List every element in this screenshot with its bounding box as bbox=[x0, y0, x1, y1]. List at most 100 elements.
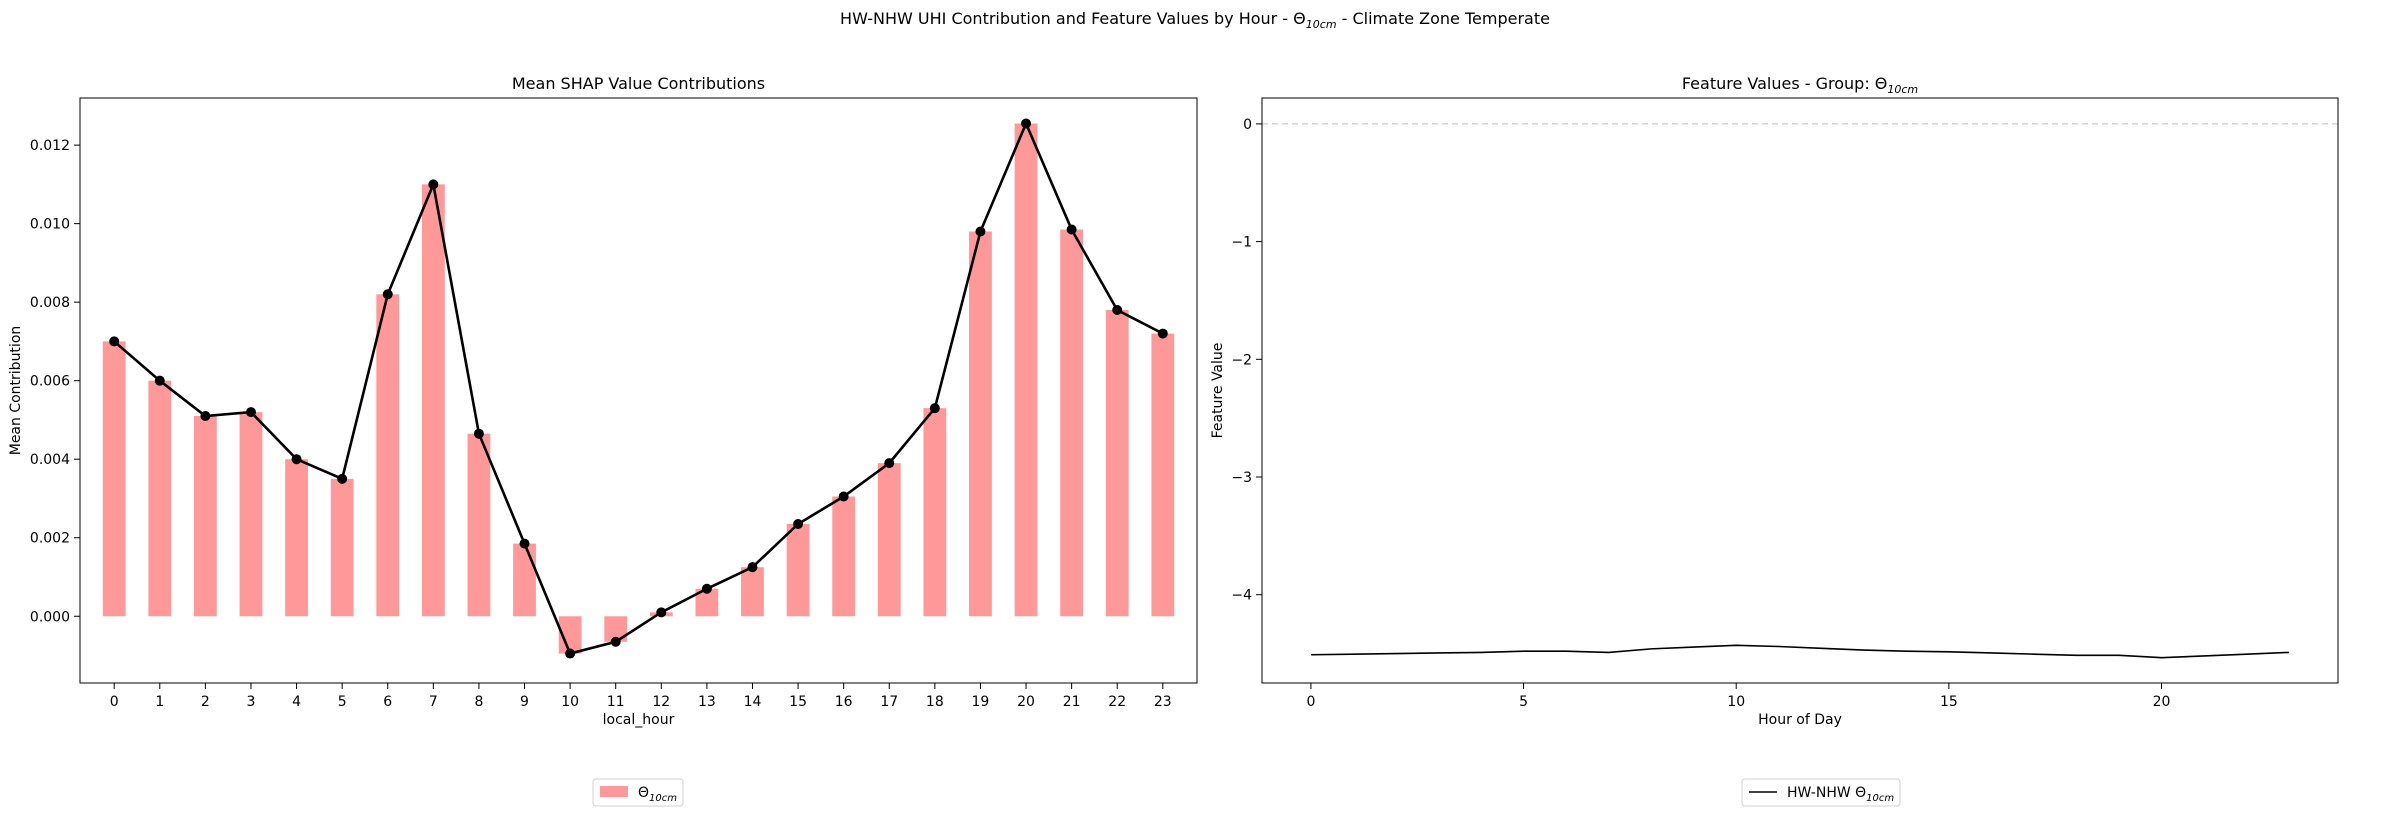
x-tick-label: 11 bbox=[607, 694, 625, 710]
feature-value-line bbox=[1310, 644, 2290, 659]
x-tick-label: 15 bbox=[789, 694, 807, 710]
x-axis-label: Hour of Day bbox=[1758, 712, 1842, 728]
y-tick-label: 0.006 bbox=[30, 374, 70, 390]
y-tick-label: 0.012 bbox=[30, 138, 70, 154]
bar-hour-19 bbox=[969, 231, 992, 617]
y-axis-label: Feature Value bbox=[1210, 343, 1226, 439]
x-tick-label: 4 bbox=[292, 694, 301, 710]
legend-box bbox=[592, 778, 684, 807]
x-tick-label: 14 bbox=[744, 694, 762, 710]
bar-hour-22 bbox=[1105, 310, 1129, 617]
x-tick-label: 3 bbox=[247, 694, 256, 710]
line-point-hour-1 bbox=[154, 375, 165, 386]
line-point-hour-16 bbox=[838, 491, 849, 502]
feature-values-chart: 0 5 10 15 20 0 −1 −2 −3 −4 Feature Values - Group:… bbox=[1210, 74, 2339, 807]
line-point-hour-23 bbox=[1157, 328, 1168, 339]
shap-contribution-chart: 0 1 2 3 4 5 6 7 8 9 10 11 12 13 14 15 16 17 18 19 20 21 22 230.… bbox=[8, 74, 1198, 807]
line-point-hour-12 bbox=[656, 607, 667, 618]
x-tick-label: 22 bbox=[1108, 694, 1126, 710]
line-point-hour-9 bbox=[519, 538, 530, 549]
line-point-hour-0 bbox=[109, 336, 120, 347]
bar-hour-2 bbox=[193, 416, 217, 617]
y-tick-label: −2 bbox=[1231, 352, 1252, 368]
line-point-hour-15 bbox=[793, 518, 804, 529]
y-tick-label: 0.004 bbox=[30, 452, 70, 468]
legend-box bbox=[1741, 778, 1901, 807]
y-tick-label: 0.000 bbox=[30, 609, 70, 625]
bar-hour-13 bbox=[695, 588, 719, 617]
x-tick-label: 17 bbox=[880, 694, 898, 710]
line-point-hour-2 bbox=[200, 411, 211, 422]
bar-hour-18 bbox=[923, 408, 947, 617]
legend-label: Θ10cm bbox=[638, 785, 677, 804]
plot-frame bbox=[79, 97, 1198, 684]
x-tick-label: 19 bbox=[972, 694, 990, 710]
line-point-hour-21 bbox=[1066, 224, 1077, 235]
x-tick-label: 12 bbox=[652, 694, 670, 710]
bar-hour-14 bbox=[741, 567, 764, 617]
line-point-hour-4 bbox=[291, 454, 302, 465]
line-point-hour-11 bbox=[610, 636, 621, 647]
bar-hour-6 bbox=[376, 294, 400, 617]
line-point-hour-3 bbox=[245, 407, 256, 418]
bar-hour-3 bbox=[239, 412, 263, 617]
bar-hour-10 bbox=[558, 616, 582, 654]
y-tick-label: 0.002 bbox=[30, 531, 70, 547]
bar-hour-17 bbox=[877, 463, 901, 617]
figure-suptitle: HW-NHW UHI Contribution and Feature Valu… bbox=[840, 9, 1550, 31]
x-tick-label: 6 bbox=[383, 694, 392, 710]
x-tick-label: 18 bbox=[926, 694, 944, 710]
plot-frame bbox=[1261, 97, 2339, 684]
y-tick-label: −4 bbox=[1231, 588, 1252, 604]
line-point-hour-19 bbox=[975, 226, 986, 237]
x-tick-label: 16 bbox=[835, 694, 853, 710]
legend: HW-NHW Θ10cm bbox=[1741, 778, 1901, 807]
legend-label: HW-NHW Θ10cm bbox=[1787, 785, 1894, 804]
x-tick-label: 2 bbox=[201, 694, 210, 710]
line-point-hour-17 bbox=[884, 458, 895, 469]
x-tick-label: 21 bbox=[1063, 694, 1081, 710]
bar-hour-7 bbox=[421, 184, 445, 617]
line-point-hour-18 bbox=[929, 403, 940, 414]
line-point-hour-13 bbox=[701, 583, 712, 594]
x-tick-label: 10 bbox=[561, 694, 579, 710]
x-axis-label: local_hour bbox=[603, 712, 675, 728]
line-point-hour-5 bbox=[337, 473, 348, 484]
bar-hour-5 bbox=[330, 478, 354, 617]
legend-swatch bbox=[600, 786, 628, 797]
bar-hour-11 bbox=[604, 616, 628, 642]
bar-hour-15 bbox=[786, 523, 810, 617]
y-tick-label: 0 bbox=[1243, 117, 1252, 133]
x-tick-label: 13 bbox=[698, 694, 716, 710]
x-tick-label: 23 bbox=[1154, 694, 1172, 710]
bar-hour-0 bbox=[102, 341, 126, 617]
bar-hour-20 bbox=[1014, 123, 1038, 617]
y-tick-label: −3 bbox=[1231, 470, 1252, 486]
line-point-hour-8 bbox=[473, 428, 484, 439]
y-axis-label: Mean Contribution bbox=[8, 326, 24, 456]
x-tick-label: 9 bbox=[520, 694, 529, 710]
bar-hour-9 bbox=[513, 543, 536, 617]
bar-hour-23 bbox=[1151, 333, 1175, 617]
y-tick-label: 0.010 bbox=[30, 217, 70, 233]
mean-contribution-line bbox=[113, 120, 1164, 656]
bar-hour-4 bbox=[285, 459, 308, 617]
x-tick-label: 10 bbox=[1727, 694, 1745, 710]
x-tick-label: 0 bbox=[110, 694, 119, 710]
x-tick-label: 5 bbox=[1519, 694, 1528, 710]
bar-hour-1 bbox=[148, 380, 172, 617]
chart-title: Feature Values - Group: Θ10cm bbox=[1682, 74, 1918, 96]
bar-hour-21 bbox=[1060, 229, 1084, 617]
bar-hour-8 bbox=[467, 433, 491, 617]
y-tick-label: −1 bbox=[1231, 235, 1252, 251]
line-point-hour-22 bbox=[1112, 305, 1123, 316]
y-tick-label: 0.008 bbox=[30, 295, 70, 311]
x-tick-label: 20 bbox=[1017, 694, 1035, 710]
x-tick-label: 15 bbox=[1940, 694, 1958, 710]
line-point-hour-10 bbox=[565, 648, 576, 659]
line-point-hour-14 bbox=[747, 562, 758, 573]
legend: Θ10cm bbox=[592, 778, 684, 807]
x-tick-label: 8 bbox=[474, 694, 483, 710]
line-point-hour-7 bbox=[428, 179, 439, 190]
